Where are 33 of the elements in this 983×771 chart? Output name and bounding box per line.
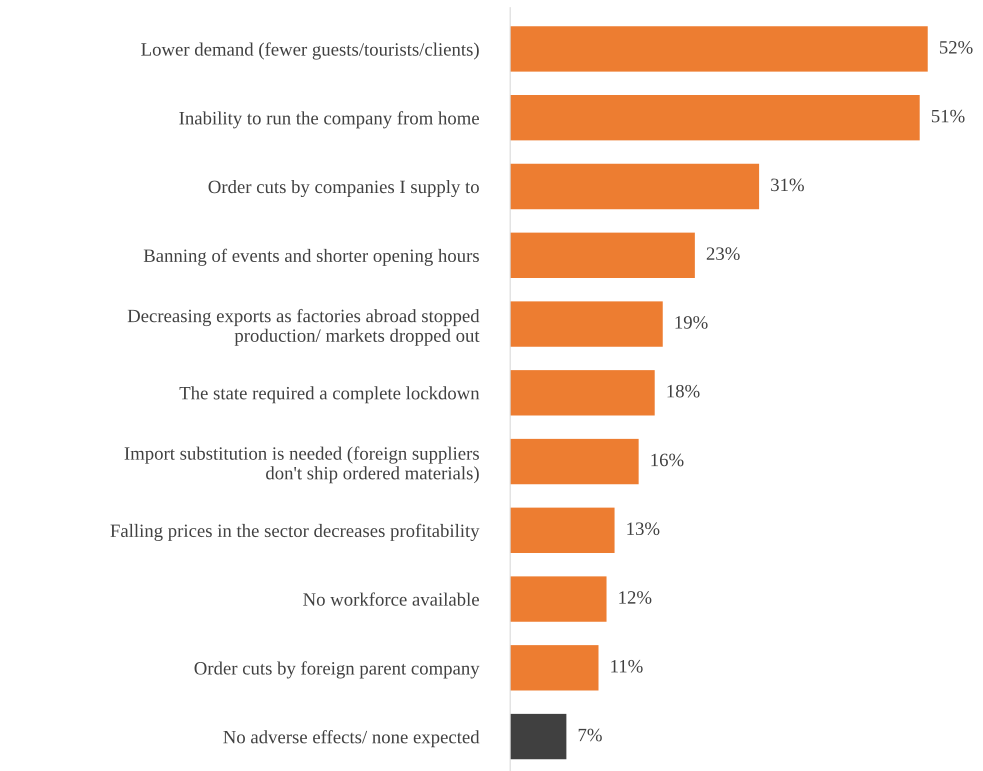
data-label: 51% <box>932 110 965 122</box>
y-tick-label: Lower demand (fewer guests/tourists/clients) <box>141 42 479 60</box>
data-label: 31% <box>771 178 804 192</box>
bar <box>510 370 655 416</box>
y-tick-label: Decreasing exports as factories abroad stopped production/ markets dropped out <box>128 308 480 346</box>
data-label: 23% <box>706 247 740 260</box>
data-label: 18% <box>667 384 700 398</box>
y-tick-label: No workforce available <box>303 592 479 606</box>
data-label: 52% <box>940 41 973 54</box>
y-tick-label: Import substitution is needed (foreign suppliers don't ship ordered materials) <box>124 446 479 484</box>
bar <box>510 508 615 554</box>
bar <box>510 26 928 72</box>
bar <box>510 714 566 760</box>
bar <box>510 232 695 278</box>
bar <box>510 95 920 140</box>
y-tick-label: No adverse effects/ none expected <box>223 730 480 748</box>
bar <box>510 576 607 622</box>
bar <box>510 438 639 484</box>
data-label: 19% <box>676 316 708 329</box>
y-tick-label: The state required a complete lockdown <box>180 386 480 404</box>
bar <box>510 164 760 210</box>
data-label: 16% <box>651 454 684 466</box>
y-tick-label: Order cuts by companies I supply to <box>208 180 479 198</box>
bar <box>510 301 663 347</box>
y-tick-label: Order cuts by foreign parent company <box>194 661 480 678</box>
data-label: 11% <box>611 660 643 673</box>
data-label: 7% <box>578 728 602 742</box>
data-label: 12% <box>619 591 652 604</box>
data-label: 13% <box>627 522 660 536</box>
y-tick-label: Inability to run the company from home <box>179 111 479 128</box>
y-tick-label: Banning of events and shorter opening hours <box>144 248 479 266</box>
y-tick-label: Falling prices in the sector decreases profitability <box>110 524 480 541</box>
bar <box>510 645 599 691</box>
